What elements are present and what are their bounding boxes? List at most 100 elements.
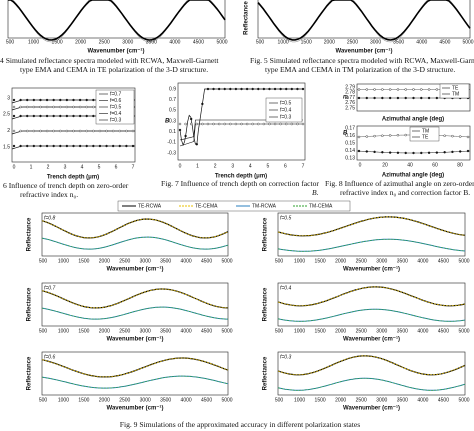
x-tick-label: 4000: [417, 258, 428, 264]
x-tick-label: 3500: [146, 39, 157, 45]
marker: [381, 88, 384, 91]
x-tick-label: 1: [30, 164, 33, 170]
panel-label: f=0.4: [280, 285, 291, 291]
marker: [85, 114, 88, 118]
x-tick-label: 1000: [28, 39, 39, 45]
marker: [111, 129, 115, 133]
marker: [78, 129, 82, 133]
plot-frame: [41, 212, 229, 257]
marker: [92, 129, 95, 133]
curve: [277, 238, 466, 252]
x-tick-label: 5000: [458, 258, 469, 264]
x-tick-label: 3000: [140, 328, 151, 334]
y-tick-label: 0.5: [169, 108, 176, 114]
plot-frame: [356, 125, 471, 161]
marker: [257, 122, 260, 126]
marker: [365, 96, 368, 100]
plot-frame: [41, 282, 229, 327]
caption: refractive index n₀.: [20, 190, 78, 199]
x-tick-label: 1000: [278, 39, 289, 45]
x-tick-label: 3: [231, 163, 234, 169]
x-tick-label: 2000: [99, 258, 110, 264]
y-tick-label: 0.7: [169, 97, 176, 103]
marker: [39, 98, 42, 102]
x-tick-label: 500: [275, 397, 284, 403]
x-tick-label: 3: [64, 164, 67, 170]
marker: [268, 87, 271, 91]
x-tick-label: 2000: [99, 328, 110, 334]
x-tick-label: 500: [275, 258, 284, 264]
curve: [257, 0, 471, 41]
marker: [412, 96, 415, 100]
panel-label: f=0.6: [44, 354, 55, 360]
marker: [92, 98, 95, 102]
marker: [234, 122, 238, 126]
marker: [420, 96, 423, 100]
x-tick-label: 5000: [216, 39, 227, 45]
legend-label: f=0.6: [110, 98, 121, 104]
y-axis-label: B: [343, 131, 348, 137]
x-tick-label: 3000: [376, 397, 387, 403]
x-tick-label: 2000: [335, 397, 346, 403]
marker: [59, 144, 62, 148]
marker: [65, 129, 69, 133]
marker: [32, 114, 36, 118]
marker: [262, 87, 266, 91]
x-tick-label: 4500: [438, 328, 449, 334]
marker: [296, 87, 299, 91]
legend-label: TM: [422, 128, 429, 134]
marker: [85, 98, 88, 102]
marker: [443, 151, 446, 154]
legend-label: TE-RCWA: [138, 203, 162, 209]
marker: [451, 150, 454, 154]
x-tick-label: 2500: [119, 258, 130, 264]
marker: [420, 88, 423, 91]
y-tick-label: 0.9: [169, 86, 176, 92]
curve: [277, 355, 466, 376]
legend-label: TE: [422, 134, 429, 140]
x-tick-label: 60: [432, 162, 438, 168]
x-tick-label: 4500: [201, 258, 212, 264]
marker: [39, 105, 42, 109]
marker: [26, 114, 29, 118]
marker: [45, 129, 49, 133]
plot-frame: [177, 82, 306, 161]
x-tick-label: 7: [302, 163, 305, 169]
marker: [92, 105, 95, 109]
marker: [131, 129, 135, 133]
marker: [381, 96, 384, 100]
x-tick-label: 1500: [78, 328, 89, 334]
curve: [41, 218, 229, 239]
panel-label: f=0.5: [280, 215, 291, 221]
x-tick-label: 5000: [221, 397, 232, 403]
x-axis-label: Wavenumber (cm⁻¹): [107, 405, 164, 412]
marker: [85, 129, 88, 133]
marker: [39, 114, 42, 118]
x-tick-label: 2: [47, 164, 50, 170]
marker: [65, 114, 69, 118]
marker: [12, 144, 16, 148]
marker: [296, 122, 299, 126]
legend-label: TM-CEMA: [309, 203, 333, 209]
x-tick-label: 500: [275, 328, 284, 334]
marker: [373, 134, 376, 138]
x-tick-label: 5000: [221, 258, 232, 264]
marker: [26, 98, 29, 102]
marker: [19, 129, 22, 133]
marker: [45, 114, 49, 118]
x-axis-label: Wavenumber (cm⁻¹): [343, 405, 400, 412]
y-tick-label: 0.14: [345, 148, 355, 154]
x-tick-label: 3000: [122, 39, 133, 45]
x-tick-label: 500: [39, 258, 48, 264]
marker: [45, 144, 49, 148]
marker: [19, 105, 22, 109]
marker: [388, 151, 392, 154]
marker: [52, 114, 55, 118]
x-axis-label: Wavenumber (cm⁻¹): [336, 48, 393, 55]
marker: [12, 114, 16, 118]
x-tick-label: 4000: [417, 397, 428, 403]
marker: [412, 151, 415, 155]
marker: [427, 151, 431, 155]
marker: [52, 98, 55, 102]
